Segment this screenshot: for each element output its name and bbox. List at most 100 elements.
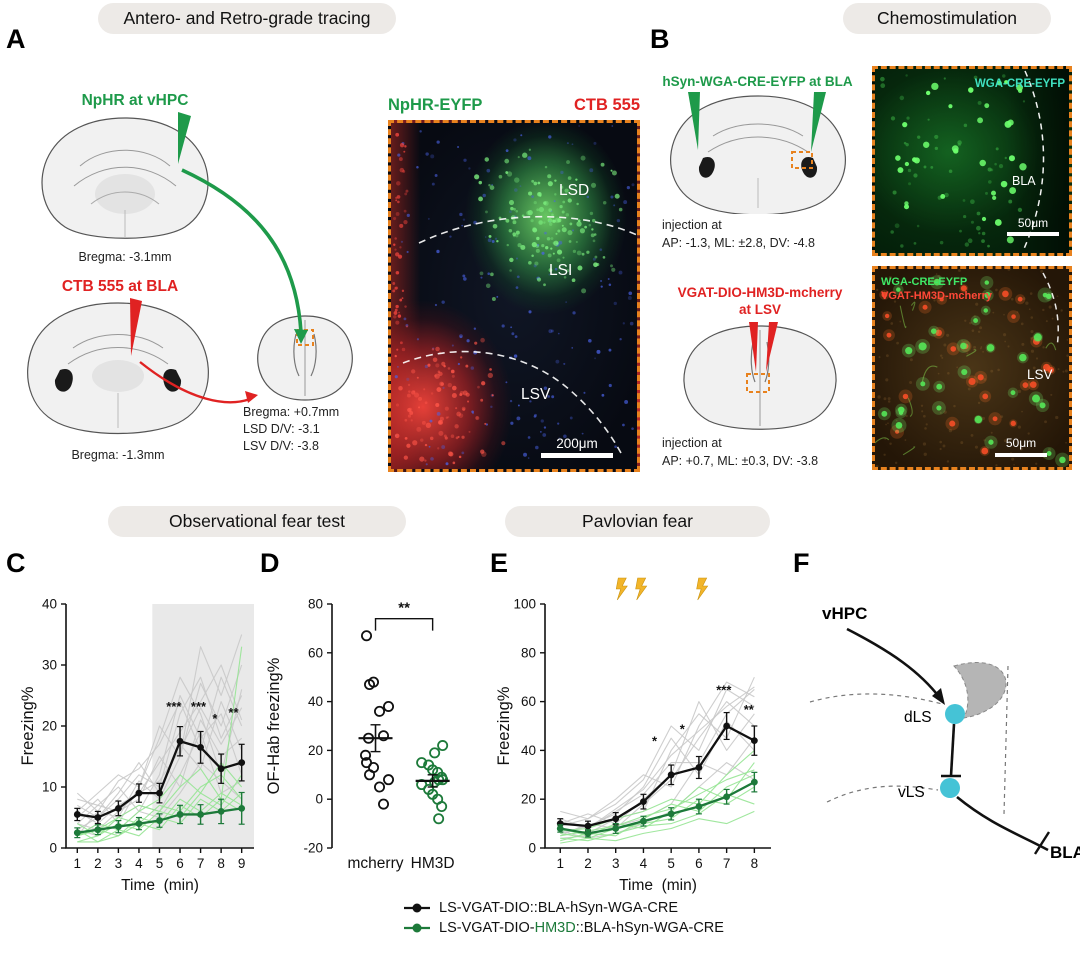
svg-text:20: 20 bbox=[521, 792, 536, 807]
needle-green-left-icon bbox=[688, 92, 700, 150]
injection-coords-1: AP: -1.3, ML: ±2.8, DV: -4.8 bbox=[662, 236, 815, 250]
scalebar-label-50um-1: 50μm bbox=[1018, 216, 1048, 230]
micrograph-a-labels: NpHR-EYFP CTB 555 bbox=[388, 96, 640, 115]
septum-shade-icon bbox=[953, 662, 1007, 719]
svg-text:5: 5 bbox=[156, 856, 164, 871]
node-label-vls: vLS bbox=[898, 784, 925, 801]
svg-text:***: *** bbox=[716, 682, 732, 697]
svg-text:0: 0 bbox=[49, 841, 57, 856]
region-label-lsv-b2: LSV bbox=[1027, 367, 1053, 382]
svg-text:1: 1 bbox=[74, 856, 82, 871]
bla-box-icon bbox=[791, 151, 813, 169]
svg-text:8: 8 bbox=[751, 856, 759, 871]
panel-c-letter: C bbox=[6, 548, 26, 578]
coronal-section-b1 bbox=[670, 92, 846, 214]
svg-text:*: * bbox=[680, 721, 686, 736]
svg-text:**: ** bbox=[744, 702, 755, 717]
label-ctb-555: CTB 555 bbox=[573, 96, 640, 114]
header-observational-label: Observational fear test bbox=[168, 511, 346, 531]
label-vgat-hm3d-mcherry: VGAT-HM3D-mcherry bbox=[881, 290, 993, 302]
micrograph-lsv-chemo: WGA-CRE-EYFP VGAT-HM3D-mcherry LSV 50μm bbox=[872, 266, 1072, 470]
svg-text:8: 8 bbox=[217, 856, 225, 871]
svg-text:HM3D: HM3D bbox=[411, 855, 455, 872]
panel-a-letter: A bbox=[6, 24, 26, 54]
svg-text:20: 20 bbox=[42, 719, 57, 734]
svg-text:0: 0 bbox=[315, 792, 323, 807]
svg-text:4: 4 bbox=[135, 856, 143, 871]
target-line1: Bregma: +0.7mm bbox=[243, 405, 340, 419]
svg-text:9: 9 bbox=[238, 856, 246, 871]
svg-text:60: 60 bbox=[308, 645, 323, 660]
svg-text:Time (min): Time (min) bbox=[619, 877, 697, 894]
svg-text:***: *** bbox=[191, 699, 207, 714]
node-vls-icon bbox=[940, 778, 960, 798]
svg-text:**: ** bbox=[398, 600, 410, 617]
injection-title-wga: hSyn-WGA-CRE-EYFP at BLA bbox=[662, 74, 853, 89]
svg-text:OF-Hab freezing%: OF-Hab freezing% bbox=[265, 657, 283, 794]
injection-title-vgat-line2: at LSV bbox=[738, 302, 781, 317]
region-label-bla: BLA bbox=[1012, 174, 1036, 188]
coronal-section-bla bbox=[27, 298, 209, 435]
micrograph-b1-overlay: WGA-CRE-EYFP BLA 50μm bbox=[880, 70, 1065, 252]
svg-text:3: 3 bbox=[115, 856, 123, 871]
scalebar-label-50um-2: 50μm bbox=[1006, 436, 1036, 450]
target-line2: LSD D/V: -3.1 bbox=[243, 422, 320, 436]
scalebar-icon-b2 bbox=[995, 453, 1047, 457]
svg-text:5: 5 bbox=[667, 856, 675, 871]
injection-coords-2: AP: +0.7, ML: ±0.3, DV: -3.8 bbox=[662, 454, 819, 468]
inhibitory-slash-icon bbox=[1033, 831, 1051, 855]
needle-green-icon bbox=[178, 112, 191, 164]
header-tracing-label: Antero- and Retro-grade tracing bbox=[123, 8, 371, 28]
micrograph-ls-tracing: LSD LSI LSV 200μm bbox=[388, 120, 640, 472]
svg-text:2: 2 bbox=[584, 856, 592, 871]
legend-marker-green bbox=[404, 923, 430, 933]
svg-text:6: 6 bbox=[695, 856, 703, 871]
injection-at-2: injection at bbox=[662, 436, 722, 450]
region-label-lsd: LSD bbox=[559, 182, 589, 199]
panel-d-chart: -20 0 20 40 60 80 OF-Hab freezing% mcherry HM3D *… bbox=[265, 597, 455, 873]
needle-red-icon bbox=[130, 298, 142, 356]
injection-title-vgat-line1: VGAT-DIO-HM3D-mcherry bbox=[677, 285, 843, 300]
svg-text:40: 40 bbox=[521, 743, 536, 758]
node-label-bla: BLA bbox=[1050, 843, 1080, 862]
svg-text:Time (min): Time (min) bbox=[121, 877, 199, 894]
panel-e-letter: E bbox=[490, 548, 509, 578]
needle-red-left-icon bbox=[749, 322, 758, 372]
scalebar-icon-b1 bbox=[1007, 232, 1059, 236]
injection-title-ctb: CTB 555 at BLA bbox=[61, 278, 179, 295]
svg-text:100: 100 bbox=[513, 597, 536, 612]
needle-red-right-icon bbox=[766, 322, 778, 372]
svg-text:40: 40 bbox=[308, 694, 323, 709]
panel-d-letter: D bbox=[260, 548, 280, 578]
svg-text:mcherry: mcherry bbox=[348, 855, 404, 872]
header-chemo-label: Chemostimulation bbox=[876, 8, 1018, 28]
micrograph-b2-overlay: WGA-CRE-EYFP VGAT-HM3D-mcherry LSV 50μm bbox=[875, 269, 1069, 467]
svg-text:-20: -20 bbox=[303, 841, 323, 856]
svg-text:6: 6 bbox=[176, 856, 184, 871]
micrograph-a-overlay: LSD LSI LSV 200μm bbox=[392, 125, 637, 466]
legend-label-hm3d: LS-VGAT-DIO-HM3D::BLA-hSyn-WGA-CRE bbox=[439, 920, 724, 936]
svg-text:2: 2 bbox=[94, 856, 102, 871]
legend-entry-hm3d: LS-VGAT-DIO-HM3D::BLA-hSyn-WGA-CRE bbox=[402, 920, 724, 936]
header-pavlovian-label: Pavlovian fear bbox=[582, 511, 693, 531]
panel-f-diagram: vHPC dLS vLS BLA bbox=[809, 604, 1080, 862]
coronal-section-vhpc bbox=[41, 112, 209, 239]
svg-text:3: 3 bbox=[612, 856, 620, 871]
node-label-dls: dLS bbox=[904, 709, 932, 726]
scalebar-label-200um: 200μm bbox=[556, 436, 598, 451]
node-label-vhpc: vHPC bbox=[822, 604, 867, 623]
svg-text:**: ** bbox=[228, 705, 239, 720]
svg-text:*: * bbox=[652, 734, 658, 749]
svg-text:0: 0 bbox=[528, 841, 536, 856]
micrograph-bla-wga: WGA-CRE-EYFP BLA 50μm bbox=[872, 66, 1072, 256]
header-tracing: Antero- and Retro-grade tracing bbox=[98, 3, 396, 34]
label-wga-cre-eyfp-1: WGA-CRE-EYFP bbox=[975, 78, 1065, 90]
header-chemostimulation: Chemostimulation bbox=[843, 3, 1051, 34]
label-wga-cre-eyfp-2: WGA-CRE-EYFP bbox=[881, 276, 967, 288]
region-label-lsv: LSV bbox=[521, 386, 551, 403]
injection-title-vgat: VGAT-DIO-HM3D-mcherry at LSV bbox=[655, 284, 865, 318]
svg-text:Freezing%: Freezing% bbox=[495, 686, 513, 765]
region-label-lsi: LSI bbox=[549, 262, 572, 279]
scalebar-icon bbox=[541, 453, 613, 458]
